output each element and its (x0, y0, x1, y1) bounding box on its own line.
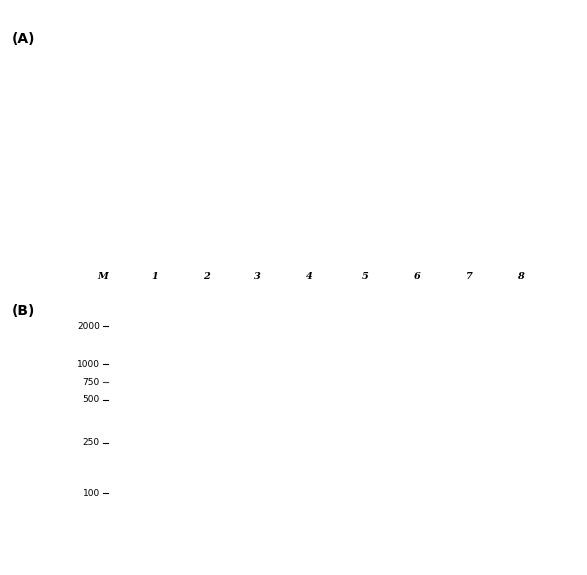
Text: M: M (97, 273, 108, 281)
Text: 7: 7 (465, 38, 473, 48)
Text: 6: 6 (414, 273, 421, 281)
Text: 3: 3 (254, 273, 261, 281)
Text: 1: 1 (151, 38, 158, 48)
Text: 750: 750 (83, 378, 100, 386)
Bar (202, 55, 210, 195)
Text: 8: 8 (517, 38, 524, 48)
Text: 5: 5 (362, 38, 369, 48)
Ellipse shape (138, 50, 171, 60)
Text: 1000: 1000 (77, 360, 100, 369)
Text: 4: 4 (306, 38, 313, 48)
Ellipse shape (247, 202, 268, 221)
Ellipse shape (459, 50, 479, 60)
Bar (254, 55, 261, 224)
Ellipse shape (356, 50, 376, 60)
Bar (517, 55, 524, 219)
Bar (465, 55, 473, 214)
Ellipse shape (248, 50, 268, 60)
Text: 2: 2 (203, 273, 210, 281)
Ellipse shape (191, 173, 217, 193)
Ellipse shape (299, 50, 319, 60)
Bar (306, 55, 313, 219)
Text: 6: 6 (414, 38, 421, 48)
Bar (149, 55, 160, 231)
Text: 250: 250 (83, 438, 100, 447)
Ellipse shape (407, 50, 427, 60)
Text: 1: 1 (151, 273, 158, 281)
Ellipse shape (194, 50, 218, 60)
Text: 500: 500 (83, 396, 100, 404)
Bar (414, 55, 421, 224)
Text: 100: 100 (83, 489, 100, 498)
Text: 7: 7 (465, 273, 473, 281)
Text: 4: 4 (306, 273, 313, 281)
Text: 2000: 2000 (77, 322, 100, 331)
Text: 3: 3 (254, 38, 261, 48)
Text: 8: 8 (517, 273, 524, 281)
Text: 2: 2 (203, 38, 210, 48)
Text: (A): (A) (12, 32, 35, 45)
Text: 5: 5 (362, 273, 369, 281)
Ellipse shape (130, 209, 165, 229)
Text: (B): (B) (12, 304, 35, 318)
Bar (362, 55, 369, 214)
Ellipse shape (350, 193, 372, 212)
Ellipse shape (511, 50, 531, 60)
